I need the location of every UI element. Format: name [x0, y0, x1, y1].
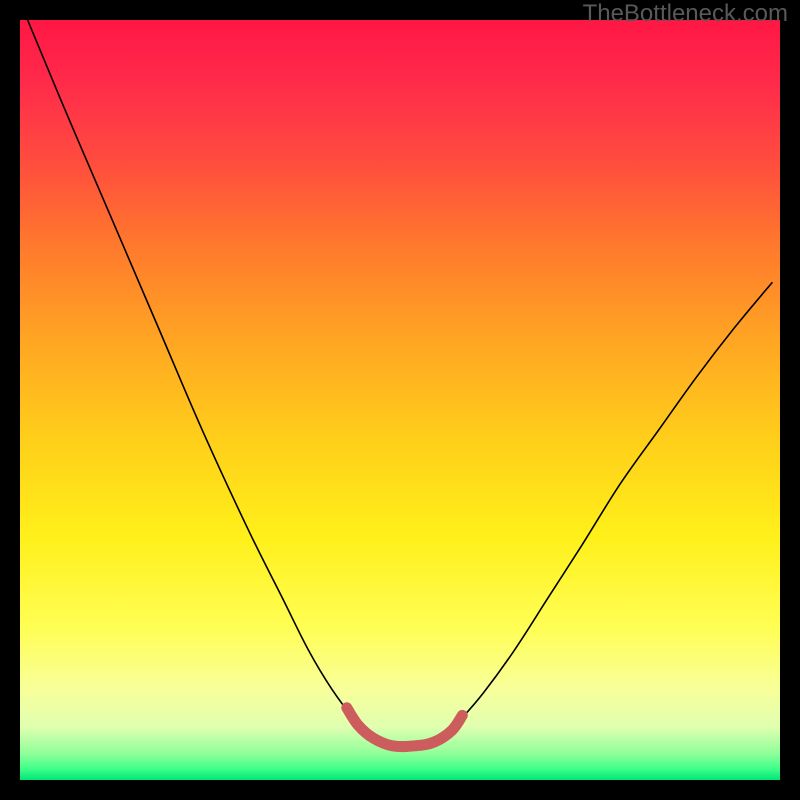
bottom-marker	[347, 708, 463, 747]
plot-area	[20, 20, 780, 780]
chart-container: TheBottleneck.com	[0, 0, 800, 800]
bottleneck-curve	[28, 20, 773, 751]
watermark-text: TheBottleneck.com	[583, 0, 788, 28]
curve-layer	[20, 20, 780, 780]
